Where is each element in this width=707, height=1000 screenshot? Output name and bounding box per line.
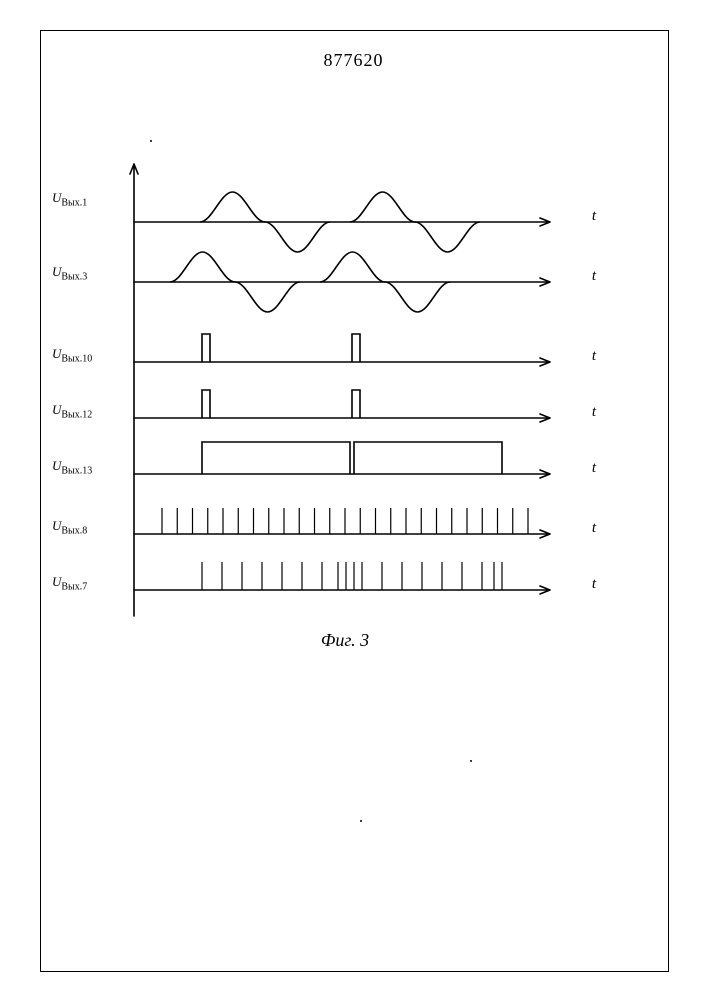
timing-diagram: UВых.1tUВых.3tUВых.10tUВых.12tUВых.13tUВ… [110,170,580,612]
signal-plot-uout3 [110,242,580,318]
page: 877620 UВых.1tUВых.3tUВых.10tUВых.12tUВы… [0,0,707,1000]
y-axis-label-uout8: UВых.8 [52,518,87,537]
document-number: 877620 [0,50,707,71]
y-axis-label-uout1: UВых.1 [52,190,87,209]
speck [150,140,152,142]
signal-plot-uout12 [110,380,580,424]
y-axis-label-uout13: UВых.13 [52,458,92,477]
y-axis-label-uout7: UВых.7 [52,574,87,593]
y-axis-label-uout12: UВых.12 [52,402,92,421]
signal-row-uout13: UВых.13t [110,436,580,496]
signal-plot-uout8 [110,496,580,540]
x-axis-label-uout13: t [592,460,596,477]
signal-row-uout7: UВых.7t [110,552,580,612]
x-axis-label-uout7: t [592,576,596,593]
x-axis-label-uout10: t [592,348,596,365]
signal-row-uout10: UВых.10t [110,324,580,380]
y-axis-label-uout10: UВых.10 [52,346,92,365]
shared-y-axis [128,156,158,628]
x-axis-label-uout1: t [592,208,596,225]
signal-row-uout1: UВых.1t [110,170,580,242]
speck [470,760,472,762]
signal-plot-uout7 [110,552,580,596]
signal-row-uout3: UВых.3t [110,242,580,324]
signal-row-uout12: UВых.12t [110,380,580,436]
signal-plot-uout10 [110,324,580,368]
signal-row-uout8: UВых.8t [110,496,580,552]
signal-plot-uout13 [110,436,580,480]
x-axis-label-uout8: t [592,520,596,537]
speck [360,820,362,822]
x-axis-label-uout12: t [592,404,596,421]
x-axis-label-uout3: t [592,268,596,285]
y-axis-label-uout3: UВых.3 [52,264,87,283]
figure-caption: Фиг. 3 [110,630,580,651]
